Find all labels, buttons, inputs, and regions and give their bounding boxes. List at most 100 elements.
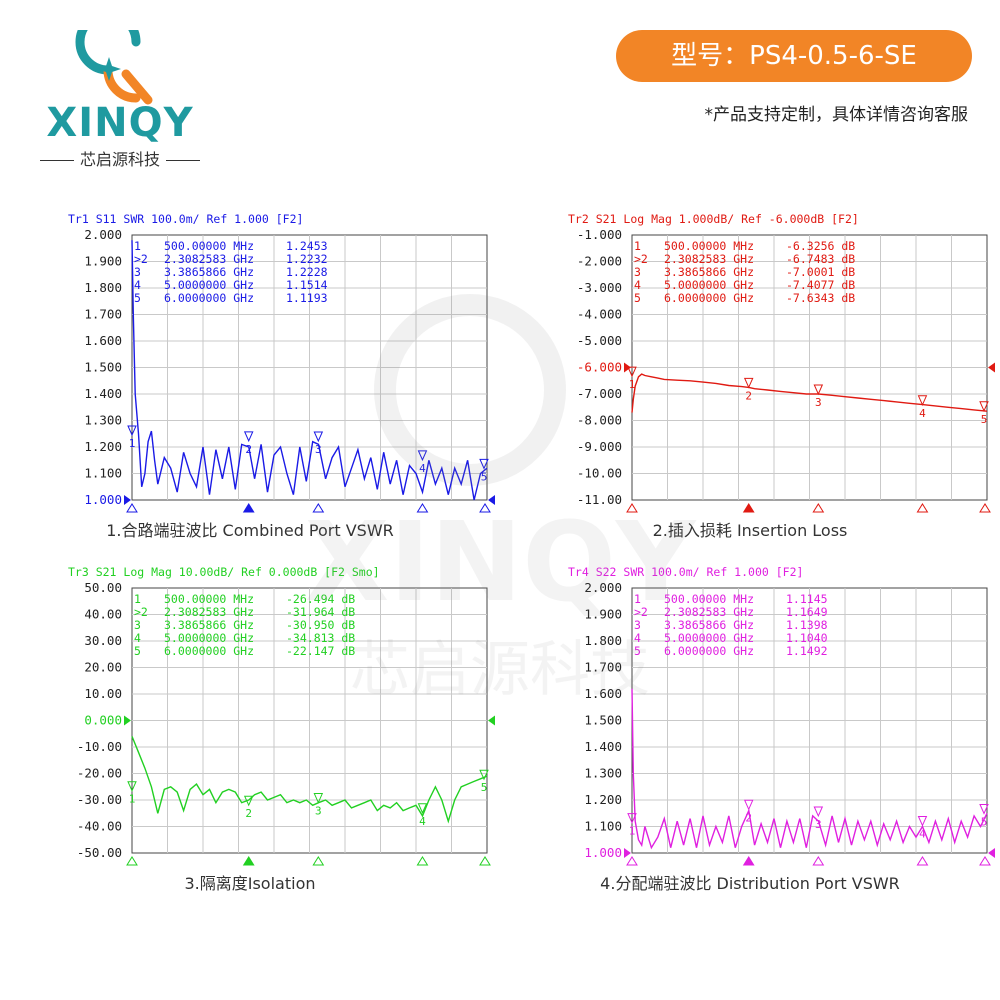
trace-title: Tr3 S21 Log Mag 10.00dB/ Ref 0.000dB [F2… [68, 565, 380, 579]
marker-triangle [127, 781, 137, 792]
chart-panel-distribution-vswr: Tr4 S22 SWR 100.0m/ Ref 1.000 [F2] 2.000 1… [500, 558, 1000, 898]
trace-line [131, 240, 488, 501]
marker-value: 1.2228 [286, 265, 328, 279]
marker-value: -26.494 dB [286, 592, 355, 606]
marker-frequency: 5.0000000 GHz [664, 278, 754, 292]
marker-label: 2 [745, 811, 752, 824]
marker-frequency: 500.00000 MHz [664, 239, 754, 253]
marker-frequency: 3.3865866 GHz [664, 618, 754, 632]
marker-table-row: 1 500.00000 MHz 1.1145 [634, 592, 828, 606]
trace-title-text: S21 Log Mag 10.00dB/ Ref 0.000dB [F2 Smo… [96, 565, 380, 579]
marker-table-row: >2 2.3082583 GHz 1.1649 [634, 605, 828, 619]
marker-frequency: 3.3865866 GHz [664, 265, 754, 279]
y-tick-label: -1.000 [577, 227, 622, 242]
marker-axis-indicator [812, 503, 825, 513]
marker-label: 4 [419, 815, 426, 828]
marker-triangle [813, 384, 824, 396]
brand-subtitle: 芯启源科技 [30, 146, 210, 170]
ref-arrow-left [124, 715, 131, 726]
marker-label: 3 [315, 443, 322, 456]
marker-label: 1 [629, 378, 636, 391]
trace-line [131, 736, 488, 824]
marker-value: 1.1193 [286, 291, 328, 305]
marker-label: 4 [419, 462, 426, 475]
marker-axis-indicator [242, 503, 255, 513]
brand-name: XINQY [46, 100, 194, 146]
y-tick-label: 1.500 [84, 360, 122, 375]
y-tick-label: 30.00 [84, 633, 122, 648]
marker-triangle [127, 425, 137, 437]
y-tick-label: -40.00 [77, 819, 122, 834]
y-tick-label: 50.00 [84, 580, 122, 595]
y-tick-label: 40.00 [84, 607, 122, 622]
y-tick-label: -7.000 [577, 386, 622, 401]
ref-arrow-right [488, 715, 495, 726]
marker-triangle [243, 795, 254, 807]
marker-id: >2 [634, 252, 648, 266]
y-tick-label: 1.900 [84, 254, 122, 269]
marker-axis-indicator [742, 856, 755, 866]
marker-axis-indicator [916, 503, 929, 513]
y-tick-label: -9.000 [577, 439, 622, 454]
y-tick-label: 1.800 [584, 633, 622, 648]
marker-table-row: 5 6.0000000 GHz -7.6343 dB [634, 291, 855, 305]
marker-label: 3 [315, 805, 322, 818]
marker-label: 5 [481, 781, 488, 794]
chart-caption: 1.合路端驻波比 Combined Port VSWR [106, 521, 394, 540]
trace-id: Tr4 [568, 565, 596, 579]
marker-axis-indicator [312, 503, 325, 513]
ref-arrow-left [124, 495, 131, 505]
marker-label: 4 [919, 827, 926, 840]
marker-triangle [313, 431, 324, 443]
trace-title-text: S22 SWR 100.0m/ Ref 1.000 [F2] [596, 565, 804, 579]
marker-label: 5 [981, 413, 988, 426]
marker-label: 2 [245, 443, 252, 456]
marker-table-row: 5 6.0000000 GHz 1.1492 [634, 644, 828, 658]
marker-id: 1 [134, 239, 141, 253]
chart-caption: 4.分配端驻波比 Distribution Port VSWR [600, 874, 900, 893]
marker-id: 3 [134, 618, 141, 632]
marker-label: 5 [481, 470, 488, 483]
marker-frequency: 3.3865866 GHz [164, 265, 254, 279]
marker-id: 4 [634, 278, 641, 292]
marker-triangle [479, 769, 489, 781]
marker-axis-indicator [416, 856, 429, 866]
marker-frequency: 6.0000000 GHz [164, 291, 254, 305]
marker-id: 5 [134, 644, 141, 658]
marker-triangle [243, 431, 254, 443]
marker-axis-indicator [916, 856, 929, 866]
marker-label: 1 [629, 825, 636, 838]
marker-table-row: >2 2.3082583 GHz -6.7483 dB [634, 252, 855, 266]
marker-id: >2 [134, 252, 148, 266]
marker-value: 1.1492 [786, 644, 828, 658]
marker-axis-indicator [742, 503, 755, 513]
y-tick-label: 1.700 [84, 307, 122, 322]
ref-arrow-right [988, 362, 995, 373]
marker-id: 5 [134, 291, 141, 305]
marker-value: 1.1649 [786, 605, 828, 619]
marker-axis-indicator [479, 503, 491, 513]
marker-value: -34.813 dB [286, 631, 355, 645]
y-tick-label: 2.000 [584, 580, 622, 595]
marker-triangle [917, 395, 928, 407]
customization-note: *产品支持定制，具体详情咨询客服 [704, 105, 969, 125]
y-tick-label: 1.000 [584, 845, 622, 860]
y-tick-label: 2.000 [84, 227, 122, 242]
header: XINQY 芯启源科技 型号：PS4-0.5-6-SE *产品支持定制，具体详情… [0, 0, 1000, 180]
y-tick-label: 1.900 [584, 607, 622, 622]
marker-table-row: 4 5.0000000 GHz -7.4077 dB [634, 278, 855, 292]
model-badge: 型号：PS4-0.5-6-SE [616, 30, 972, 82]
marker-frequency: 2.3082583 GHz [164, 252, 254, 266]
marker-id: 4 [134, 278, 141, 292]
ref-arrow-right [488, 495, 495, 505]
chart-panel-combined-vswr: Tr1 S11 SWR 100.0m/ Ref 1.000 [F2] 2.000 1… [0, 205, 500, 545]
marker-label: 5 [981, 815, 988, 828]
marker-value: -7.6343 dB [786, 291, 855, 305]
marker-axis-indicator [979, 856, 991, 866]
marker-triangle [813, 806, 824, 818]
marker-value: -6.7483 dB [786, 252, 855, 266]
marker-triangle [627, 813, 637, 824]
chart-panel-isolation: Tr3 S21 Log Mag 10.00dB/ Ref 0.000dB [F2… [0, 558, 500, 898]
y-tick-label: -3.000 [577, 280, 622, 295]
y-tick-label: 1.300 [84, 413, 122, 428]
